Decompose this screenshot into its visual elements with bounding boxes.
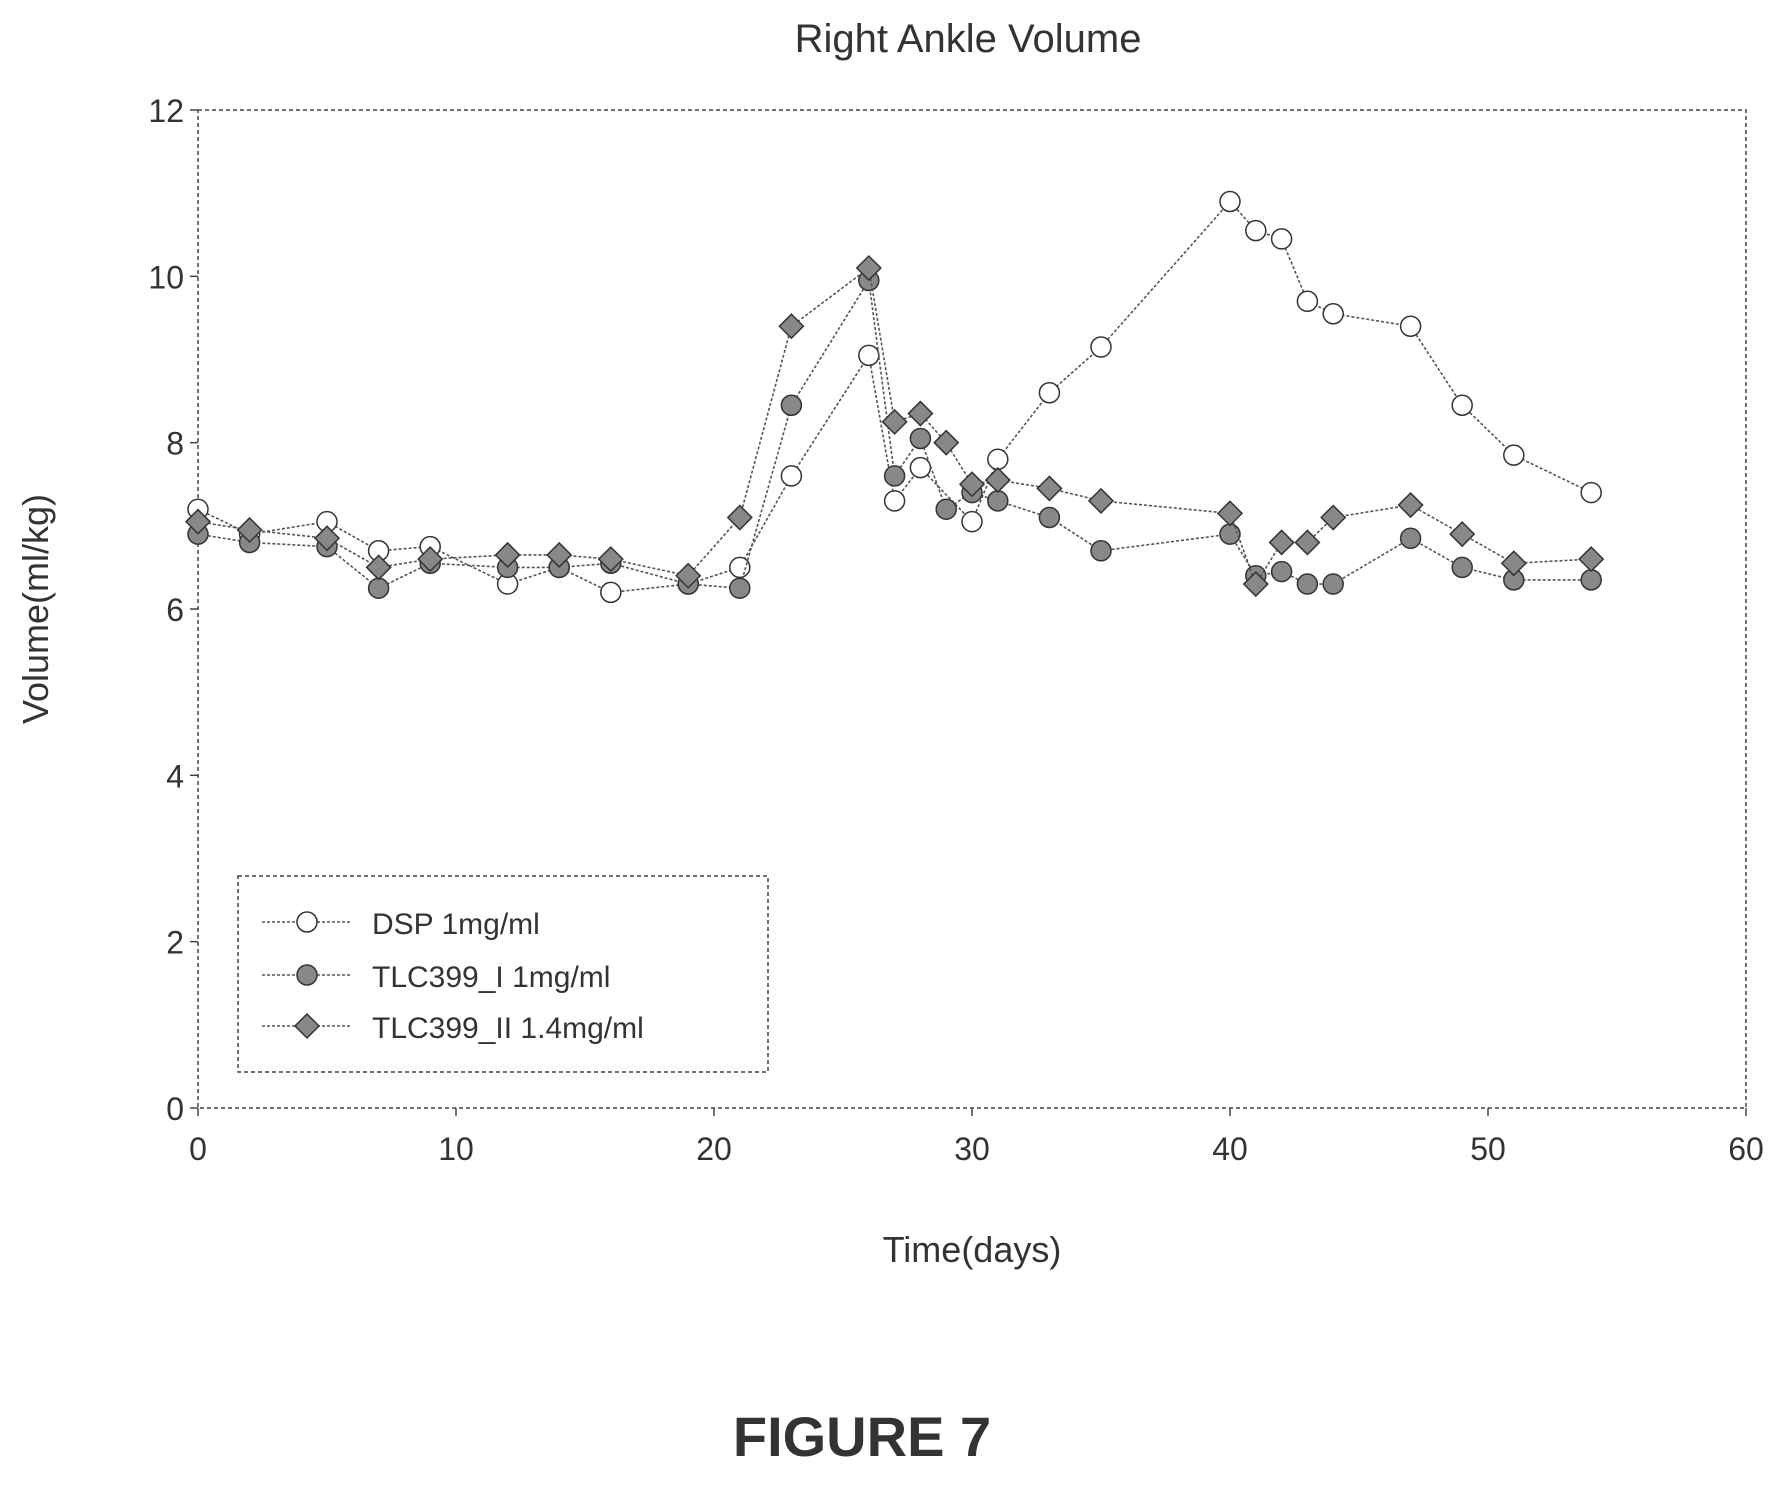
series-1-point [961,510,983,533]
series-1-point [1038,382,1061,404]
series-1-point [1090,336,1112,358]
series-1-point [1451,394,1473,416]
series-3-point [726,504,753,531]
series-1-point [1296,290,1319,313]
series-3 [184,254,1605,598]
series-3-point [184,508,212,535]
series-1-point [1580,481,1602,504]
legend-label-series-1: DSP 1mg/ml [372,908,540,941]
series-3-point [494,541,521,569]
series-2-point [367,577,390,599]
series-1-point [1399,315,1422,337]
x-tick-label: 20 [696,1131,732,1167]
y-axis-label: Volume(ml/kg) [15,494,56,724]
series-3-point [1500,550,1527,577]
series-1 [187,190,1602,604]
series-3-point [365,554,392,581]
series-3-point [984,467,1011,494]
y-tick-label: 4 [166,758,184,794]
series-1-point [1219,190,1241,213]
legend-marker-series-2 [296,964,318,986]
series-2-point [1451,556,1473,579]
series-2-point [1038,506,1061,529]
chart-title: Right Ankle Volume [795,17,1142,61]
series-3-point [1578,546,1605,573]
x-tick-label: 30 [954,1131,990,1167]
series-3-point [907,400,934,427]
y-tick-label: 12 [148,93,184,129]
series-3-point [1320,504,1347,531]
series-3-point [597,546,624,573]
series-2-point [1322,573,1344,595]
series-2-point [1399,527,1422,550]
series-3-point [675,562,702,589]
figure-label: FIGURE 7 [733,1405,991,1468]
series-3-point [1087,487,1115,514]
legend: DSP 1mg/ml TLC399_I 1mg/ml TLC399_II 1.4… [237,875,769,1073]
series-3-point [1449,521,1476,548]
series-1-point [1245,219,1267,242]
y-axis-ticks: 0 2 4 6 8 10 12 [148,93,198,1127]
y-tick-label: 2 [166,925,184,961]
series-3-point [1294,529,1321,556]
y-tick-label: 6 [166,592,184,628]
series-2-point [1090,540,1112,562]
series-3-point [1397,491,1424,519]
series-2-point [987,490,1009,512]
x-tick-label: 0 [189,1131,207,1167]
series-1-point [1270,228,1293,250]
series-1-point [729,556,751,579]
series-1-point [1503,444,1525,466]
series-2-point [883,465,906,487]
x-tick-label: 50 [1470,1131,1506,1167]
series-3-point [778,313,805,340]
series-layer [184,190,1605,604]
series-3-point [1268,529,1295,556]
series-3-point [933,429,960,456]
series-1-point [858,344,880,367]
series-3-point [546,541,573,569]
series-1-point [600,581,622,604]
y-tick-label: 8 [166,426,184,462]
series-3-point [1216,500,1244,527]
y-tick-label: 0 [166,1091,184,1127]
series-2-point [729,577,751,599]
series-3-point [881,408,908,435]
series-1-point [987,448,1009,471]
series-3-point [417,546,444,573]
series-2-point [1580,569,1602,591]
series-1-point [883,490,906,512]
legend-swatches [262,911,352,1040]
series-3-point [1242,570,1269,598]
series-2-point [1270,560,1293,583]
series-2-point [1219,523,1241,545]
x-tick-label: 60 [1728,1131,1764,1167]
series-3-point [958,471,986,498]
series-3-point [313,525,341,552]
legend-marker-series-1 [296,911,318,933]
series-1-line [197,200,1592,594]
series-3-point [1036,475,1063,502]
legend-label-series-2: TLC399_I 1mg/ml [372,961,610,994]
series-3-point [236,516,263,544]
series-1-point [909,456,932,479]
x-axis-ticks: 0 10 20 30 40 50 60 [189,1108,1764,1167]
series-2-point [935,498,957,520]
series-3-point [855,254,882,282]
series-2-point [1296,573,1319,595]
legend-label-series-3: TLC399_II 1.4mg/ml [372,1012,644,1045]
x-tick-label: 10 [438,1131,474,1167]
series-2-point [780,394,803,416]
series-1-point [780,465,803,487]
series-2-line [197,278,1592,590]
x-tick-label: 40 [1212,1131,1248,1167]
series-2-point [909,427,932,450]
y-tick-label: 10 [148,259,184,295]
series-1-point [1322,303,1344,325]
series-3-line [197,266,1592,586]
legend-box [237,875,769,1073]
x-axis-label: Time(days) [883,1229,1062,1270]
legend-marker-series-3 [293,1012,321,1040]
